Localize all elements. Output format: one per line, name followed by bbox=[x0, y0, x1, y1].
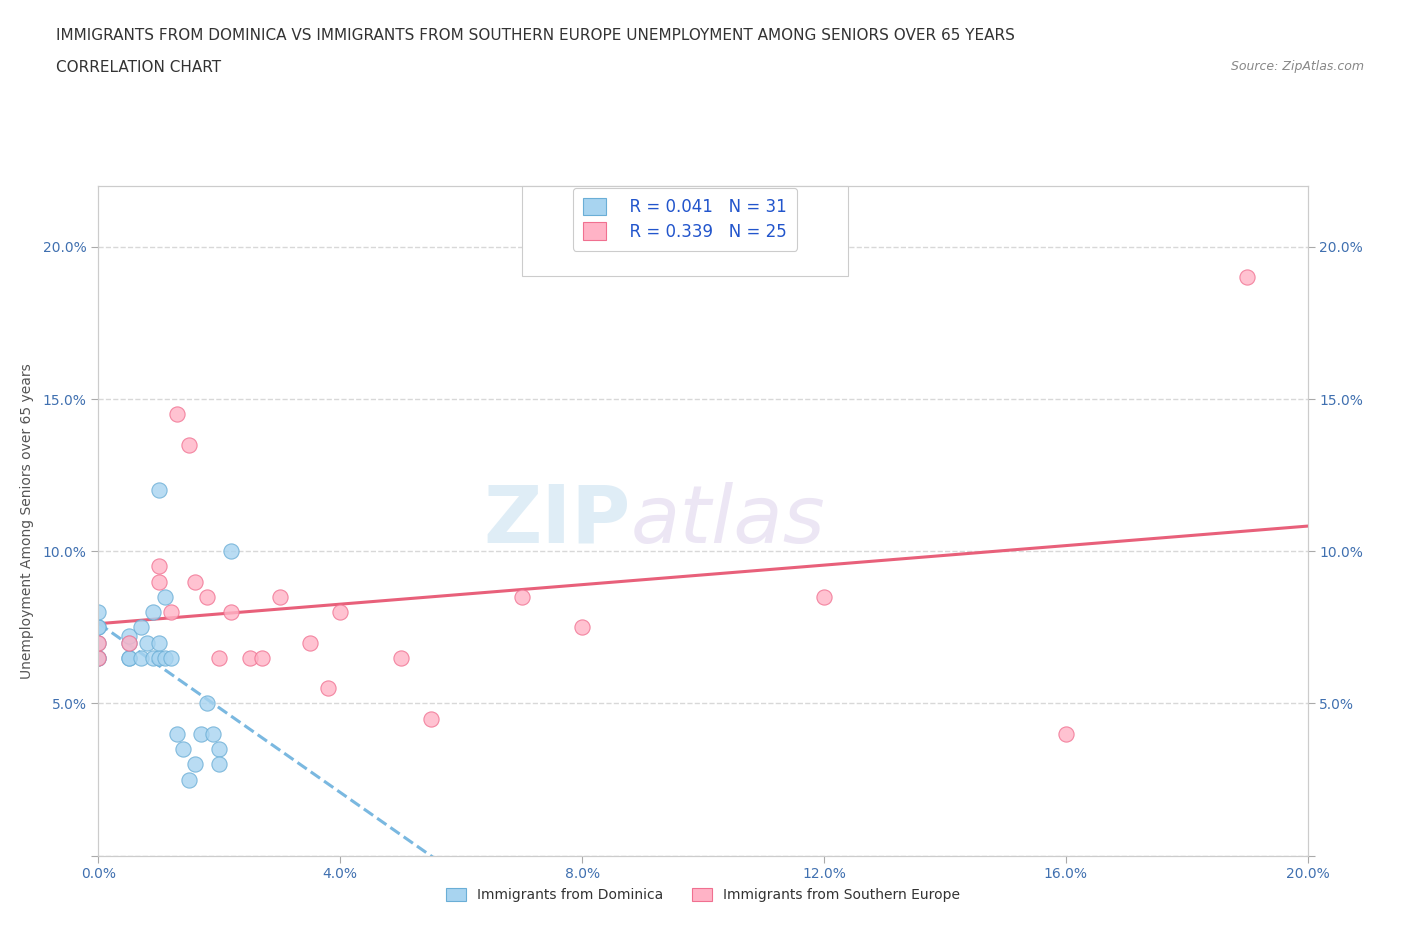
Point bbox=[389, 650, 412, 665]
Point bbox=[202, 726, 225, 741]
Point bbox=[87, 635, 110, 650]
Text: IMMIGRANTS FROM DOMINICA VS IMMIGRANTS FROM SOUTHERN EUROPE UNEMPLOYMENT AMONG S: IMMIGRANTS FROM DOMINICA VS IMMIGRANTS F… bbox=[56, 28, 1015, 43]
Y-axis label: Unemployment Among Seniors over 65 years: Unemployment Among Seniors over 65 years bbox=[21, 363, 34, 679]
Point bbox=[179, 772, 201, 787]
Point bbox=[160, 650, 183, 665]
Point bbox=[148, 635, 170, 650]
Point bbox=[184, 574, 207, 589]
Point bbox=[208, 757, 231, 772]
Point bbox=[239, 650, 262, 665]
Point bbox=[142, 650, 165, 665]
Point bbox=[129, 620, 152, 635]
Point bbox=[184, 757, 207, 772]
Point bbox=[166, 726, 188, 741]
Point bbox=[118, 650, 141, 665]
Point bbox=[87, 604, 110, 619]
Point bbox=[135, 635, 157, 650]
Point bbox=[87, 650, 110, 665]
Point bbox=[250, 650, 273, 665]
Point bbox=[87, 650, 110, 665]
Point bbox=[190, 726, 212, 741]
Point bbox=[142, 604, 165, 619]
Text: ZIP: ZIP bbox=[484, 482, 630, 560]
Point bbox=[813, 590, 835, 604]
Point bbox=[160, 604, 183, 619]
Text: atlas: atlas bbox=[630, 482, 825, 560]
Point bbox=[221, 604, 243, 619]
Point bbox=[299, 635, 322, 650]
Point bbox=[118, 629, 141, 644]
Point bbox=[510, 590, 533, 604]
Point bbox=[153, 590, 176, 604]
Point bbox=[153, 650, 176, 665]
Point bbox=[148, 483, 170, 498]
Point bbox=[148, 574, 170, 589]
Point bbox=[129, 650, 152, 665]
Point bbox=[316, 681, 339, 696]
Point bbox=[179, 437, 201, 452]
Point bbox=[148, 650, 170, 665]
Point bbox=[118, 650, 141, 665]
Point bbox=[420, 711, 443, 726]
Point bbox=[221, 544, 243, 559]
Point bbox=[1236, 270, 1258, 285]
Point bbox=[172, 741, 194, 756]
Point bbox=[87, 650, 110, 665]
Point bbox=[118, 635, 141, 650]
Point bbox=[1054, 726, 1077, 741]
Legend: Immigrants from Dominica, Immigrants from Southern Europe: Immigrants from Dominica, Immigrants fro… bbox=[439, 881, 967, 909]
Point bbox=[329, 604, 352, 619]
Point bbox=[118, 635, 141, 650]
Point bbox=[87, 620, 110, 635]
Point bbox=[87, 620, 110, 635]
Point bbox=[208, 650, 231, 665]
Point bbox=[269, 590, 291, 604]
Point bbox=[195, 696, 218, 711]
Point bbox=[208, 741, 231, 756]
Point bbox=[87, 635, 110, 650]
Text: CORRELATION CHART: CORRELATION CHART bbox=[56, 60, 221, 75]
Point bbox=[148, 559, 170, 574]
Point bbox=[571, 620, 593, 635]
FancyBboxPatch shape bbox=[522, 186, 848, 276]
Text: Source: ZipAtlas.com: Source: ZipAtlas.com bbox=[1230, 60, 1364, 73]
Point bbox=[195, 590, 218, 604]
Point bbox=[166, 406, 188, 421]
